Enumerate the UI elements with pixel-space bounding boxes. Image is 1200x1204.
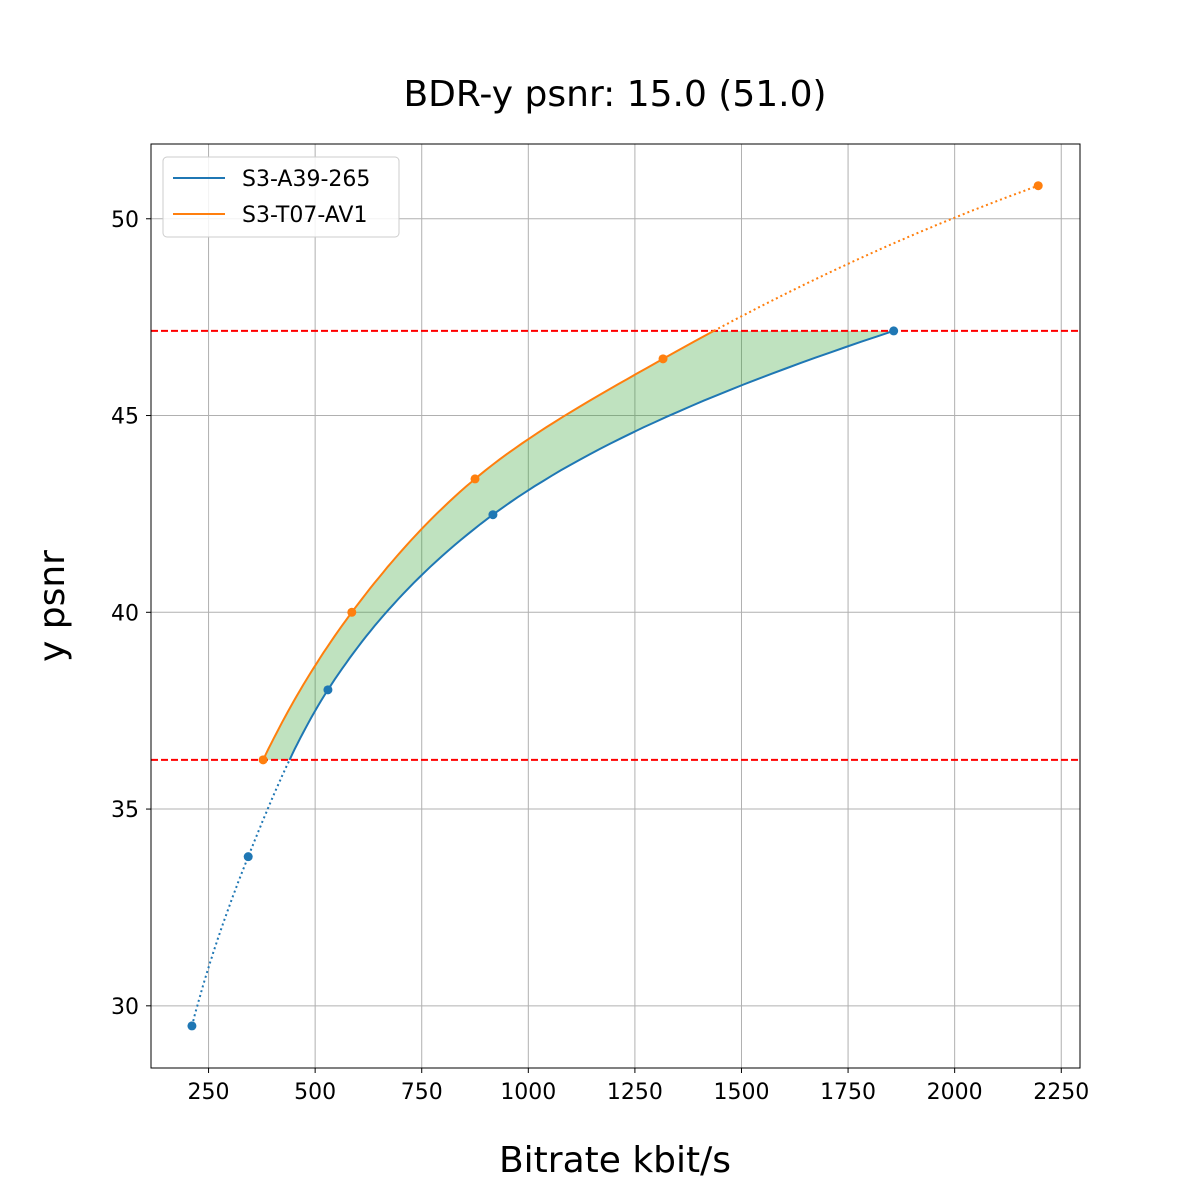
x-tick-label: 250	[188, 1080, 230, 1105]
x-tick-label: 1500	[713, 1080, 769, 1105]
x-tick-label: 1000	[500, 1080, 556, 1105]
y-axis-label: y psnr	[32, 550, 73, 662]
data-point	[243, 852, 253, 862]
data-point	[187, 1021, 197, 1031]
data-point	[323, 685, 333, 695]
y-tick-label: 45	[111, 405, 139, 430]
data-point	[658, 354, 668, 364]
x-tick-label: 1750	[820, 1080, 876, 1105]
series-line	[262, 330, 715, 761]
chart-title: BDR-y psnr: 15.0 (51.0)	[403, 74, 826, 115]
x-tick-label: 1250	[607, 1080, 663, 1105]
x-axis-label: Bitrate kbit/s	[499, 1140, 731, 1181]
legend: S3-A39-265 S3-T07-AV1	[162, 156, 400, 238]
y-tick-label: 40	[111, 601, 139, 626]
bdr-fill-area	[263, 330, 894, 760]
y-tick-label: 35	[111, 798, 139, 823]
legend-label: S3-A39-265	[242, 167, 370, 192]
x-tick-label: 2000	[927, 1080, 983, 1105]
data-point	[1033, 181, 1043, 191]
data-point	[889, 326, 899, 336]
y-tick-label: 50	[111, 208, 139, 233]
data-point	[258, 755, 268, 765]
series-extrapolated-line	[190, 759, 291, 1027]
x-tick-label: 500	[294, 1080, 336, 1105]
legend-label: S3-T07-AV1	[242, 203, 367, 228]
series-line	[288, 329, 895, 761]
x-tick-label: 2250	[1033, 1080, 1089, 1105]
x-tick-label: 750	[401, 1080, 443, 1105]
plot-area-frame	[150, 143, 1081, 1069]
y-tick-label: 30	[111, 995, 139, 1020]
series-extrapolated-line	[713, 184, 1039, 332]
data-point	[470, 474, 480, 484]
data-point	[347, 607, 357, 617]
data-point	[488, 510, 498, 520]
